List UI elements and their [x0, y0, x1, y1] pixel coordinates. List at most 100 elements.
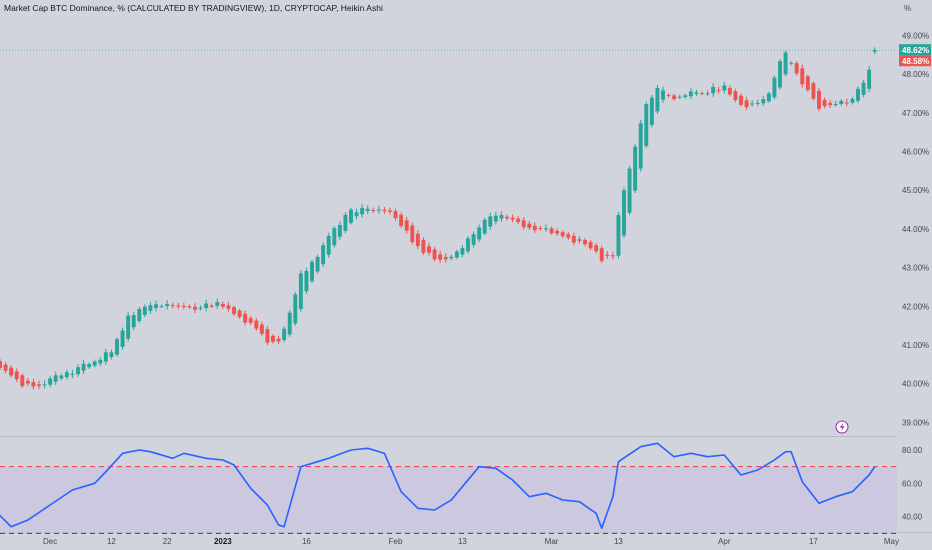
candle-down [271, 333, 275, 344]
candle-body [544, 228, 548, 230]
price-pane[interactable]: 39.00% 40.00% 41.00% 42.00% 43.00% 44.00% 45.0… [0, 31, 931, 427]
candle-up [454, 249, 459, 260]
price-tick-label: 43.00% [902, 264, 929, 273]
candle-body [872, 50, 877, 52]
candle-up [783, 50, 788, 77]
candle-up [655, 84, 660, 115]
candle-up [750, 100, 755, 107]
time-tick-label: Mar [545, 537, 559, 546]
candle-down [220, 301, 225, 309]
alert-icon[interactable] [835, 420, 849, 434]
candle-up [282, 326, 287, 343]
time-tick-label: 17 [809, 537, 818, 546]
candle-body [499, 215, 504, 219]
candle-up [488, 212, 493, 230]
candle-body [555, 230, 560, 234]
candle-down [822, 97, 827, 109]
time-tick-label: Feb [389, 537, 403, 546]
candle-up [48, 375, 53, 388]
candle-body [661, 90, 665, 100]
candle-body [493, 215, 498, 222]
candle-up [661, 86, 665, 103]
candle-body [761, 99, 766, 104]
candle-body [142, 306, 147, 316]
candle-up [315, 254, 320, 274]
candle-up [761, 96, 766, 107]
candle-down [31, 378, 36, 390]
candle-down [443, 253, 448, 263]
candle-body [427, 246, 431, 253]
candle-up [499, 211, 504, 222]
candle-body [193, 306, 197, 310]
candle-up [98, 357, 103, 367]
price-tick-label: 46.00% [902, 148, 929, 157]
candle-body [109, 352, 114, 358]
candle-up [778, 59, 782, 90]
candle-down [181, 302, 186, 310]
rsi-pane[interactable]: 40.00 60.00 80.00 [0, 442, 923, 534]
candle-down [259, 321, 264, 337]
candle-body [237, 310, 242, 318]
candle-body [337, 224, 342, 237]
candle-up [287, 310, 292, 337]
time-axis[interactable]: Dec 12 22 2023 16 Feb 13 Mar 13 Apr 17 May [43, 537, 899, 546]
candle-down [516, 215, 521, 225]
candle-body [131, 314, 136, 328]
candle-down [744, 97, 749, 111]
candle-body [304, 270, 309, 292]
candle-down [794, 60, 799, 76]
candle-up [159, 304, 164, 308]
candle-body [605, 254, 610, 256]
candle-up [349, 208, 353, 225]
candle-down [265, 326, 270, 346]
candle-down [20, 373, 25, 388]
price-scale-unit: % [904, 4, 911, 13]
candle-up [321, 242, 326, 267]
price-tick-label: 40.00% [902, 380, 929, 389]
candle-down [811, 81, 816, 101]
candle-up [81, 359, 86, 375]
candle-body [583, 240, 587, 245]
candle-body [371, 209, 376, 211]
last-close-value: 48.62% [902, 46, 929, 55]
candle-up [59, 373, 64, 381]
candle-body [287, 312, 292, 335]
candle-up [633, 144, 638, 193]
candle-body [538, 227, 543, 229]
candle-up [850, 96, 855, 105]
candle-up [337, 221, 342, 241]
candle-body [566, 234, 571, 238]
candle-body [92, 361, 97, 366]
candle-body [833, 103, 838, 105]
candle-body [187, 306, 192, 308]
candle-body [332, 228, 337, 246]
candle-up [649, 95, 654, 128]
candle-down [532, 222, 537, 234]
candle-body [276, 338, 281, 342]
candle-body [115, 339, 119, 355]
candle-down [599, 245, 604, 264]
candle-up [64, 369, 69, 380]
candle-body [376, 209, 381, 211]
candle-up [376, 205, 381, 214]
candle-body [521, 220, 526, 228]
candle-body [176, 305, 181, 307]
price-tick-label: 45.00% [902, 186, 929, 195]
candle-down [37, 380, 41, 390]
candle-body [599, 248, 604, 262]
candle-down [800, 64, 805, 88]
candle-body [839, 100, 844, 105]
candle-body [137, 308, 142, 322]
candle-up [215, 298, 220, 310]
candle-body [811, 83, 816, 99]
candle-body [226, 305, 231, 309]
candle-up [126, 312, 131, 342]
candle-down [170, 302, 175, 309]
candle-body [610, 255, 615, 257]
candle-down [521, 216, 526, 230]
last-open-tag-bg [899, 55, 931, 67]
candle-body [783, 52, 788, 75]
candle-up [856, 86, 860, 104]
candle-down [733, 88, 738, 103]
